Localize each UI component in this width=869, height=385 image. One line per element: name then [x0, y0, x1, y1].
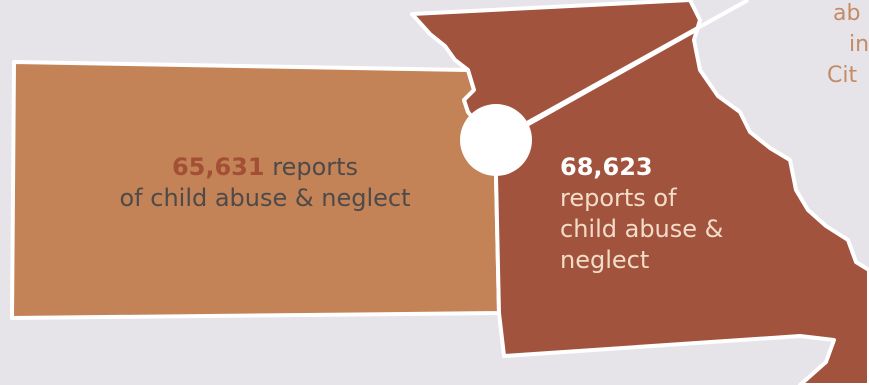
kansas-report-count: 65,631: [171, 153, 265, 181]
missouri-reports-text-1: reports of: [560, 184, 677, 212]
missouri-reports-text-2: child abuse &: [560, 215, 724, 243]
location-marker-circle: [460, 104, 532, 176]
missouri-reports-label: 68,623 reports of child abuse & neglect: [560, 152, 780, 276]
connector-line-lower: [499, 28, 697, 142]
corner-text-line-2: in: [849, 32, 869, 57]
kansas-reports-text-1: reports: [264, 153, 359, 181]
kansas-reports-text-2: of child abuse & neglect: [119, 184, 411, 212]
missouri-shape: [410, 0, 869, 385]
corner-callout-text: ab in Cit: [789, 0, 869, 120]
kansas-reports-label: 65,631 reports of child abuse & neglect: [100, 152, 430, 214]
missouri-report-count: 68,623: [560, 153, 653, 181]
corner-text-line-1: ab: [833, 1, 861, 26]
corner-text-line-3: Cit: [827, 63, 858, 88]
missouri-reports-text-3: neglect: [560, 246, 650, 274]
